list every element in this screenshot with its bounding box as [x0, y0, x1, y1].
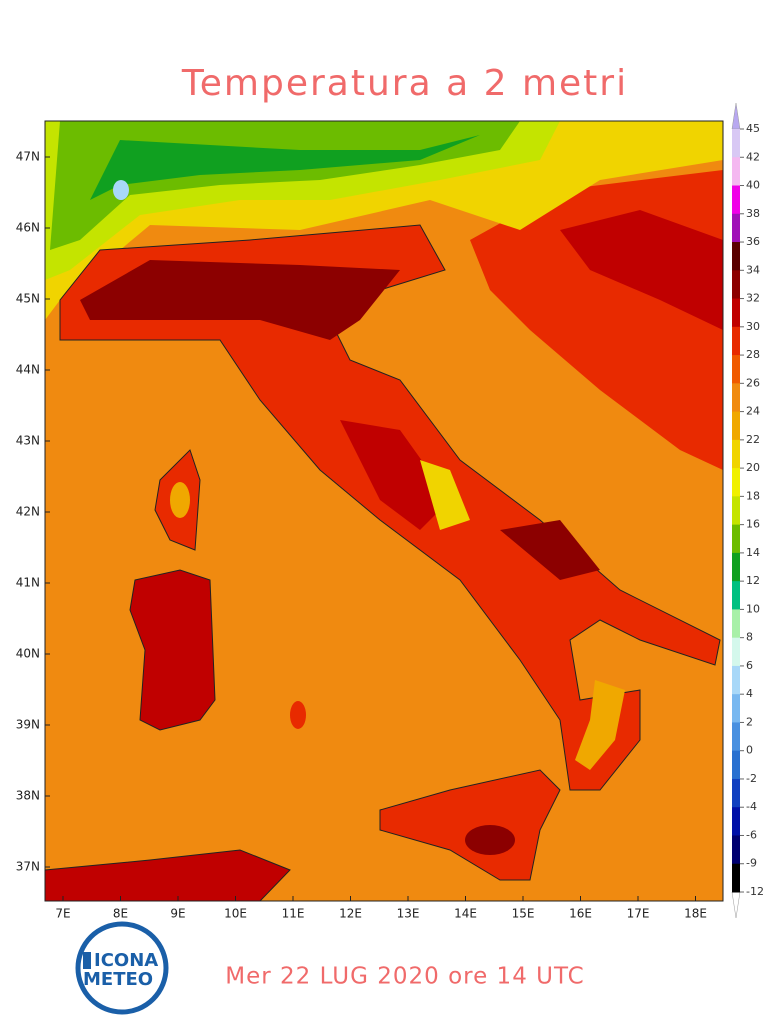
colorbar-label: 45 [746, 122, 760, 135]
colorbar-label: 34 [746, 263, 760, 276]
lon-label: 7E [55, 907, 70, 921]
color-band [732, 835, 740, 865]
colorbar-label: 20 [746, 461, 760, 474]
colorbar-label: 28 [746, 348, 760, 361]
color-band [732, 807, 740, 836]
lat-label: 44N [16, 363, 40, 377]
colorbar-label: 38 [746, 207, 760, 220]
colorbar-label: 2 [746, 715, 753, 728]
lon-label: 17E [627, 907, 650, 921]
color-band [732, 355, 740, 384]
colorbar-label: 12 [746, 574, 760, 587]
colorbar-label: 24 [746, 405, 760, 418]
color-band [732, 298, 740, 328]
logo-text: METEO [83, 969, 153, 990]
colorbar-label: 10 [746, 602, 760, 615]
colorbar-label: 8 [746, 631, 753, 644]
lon-label: 13E [397, 907, 420, 921]
color-band [732, 778, 740, 808]
color-band [732, 411, 740, 441]
colorbar-bottom [731, 891, 741, 919]
color-band [732, 496, 740, 526]
color-band [732, 552, 740, 582]
color-band [732, 863, 740, 893]
logo: ICONA METEO [75, 921, 169, 1015]
color-band [732, 326, 740, 356]
date-label: Mer 22 LUG 2020 ore 14 UTC [225, 964, 584, 990]
logo-box [83, 952, 91, 969]
lon-label: 16E [569, 907, 592, 921]
logo-ring [75, 921, 169, 1015]
color-band [732, 665, 740, 695]
lon-label: 8E [113, 907, 128, 921]
colorbar-label: 14 [746, 546, 760, 559]
color-band [732, 242, 740, 271]
colorbar-label: 0 [746, 744, 753, 757]
color-band [732, 129, 740, 158]
lon-label: 18E [684, 907, 707, 921]
color-band [732, 439, 740, 469]
colorbar-label: 30 [746, 320, 760, 333]
color-band [732, 185, 740, 215]
colorbar-label: -12 [746, 885, 764, 898]
lon-label: 12E [339, 907, 362, 921]
lon-label: 9E [170, 907, 185, 921]
colorbar-label: 26 [746, 376, 760, 389]
colorbar-label: -4 [746, 800, 757, 813]
color-band [732, 213, 740, 243]
colorbar-label: -9 [746, 857, 757, 870]
lat-label: 39N [16, 718, 40, 732]
colorbar-label: 36 [746, 235, 760, 248]
colorbar-label: 22 [746, 433, 760, 446]
lat-label: 45N [16, 292, 40, 306]
color-band [732, 383, 740, 413]
logo-text: ICONA [94, 950, 158, 971]
lat-label: 42N [16, 505, 40, 519]
colorbar-label: 32 [746, 292, 760, 305]
color-band [732, 722, 740, 752]
map-frame [44, 120, 724, 902]
lat-label: 46N [16, 221, 40, 235]
color-band [732, 637, 740, 667]
temperature-map [45, 121, 723, 901]
colorbar-label: 16 [746, 518, 760, 531]
colorbar-label: 4 [746, 687, 753, 700]
colorbar-top [731, 102, 741, 130]
lat-label: 43N [16, 434, 40, 448]
lat-label: 47N [16, 150, 40, 164]
lon-label: 14E [454, 907, 477, 921]
colorbar-label: -2 [746, 772, 757, 785]
colorbar-label: -6 [746, 828, 757, 841]
colorbar-label: 18 [746, 489, 760, 502]
lon-label: 15E [512, 907, 535, 921]
lat-label: 41N [16, 576, 40, 590]
color-band [732, 468, 740, 497]
colorbar-label: 6 [746, 659, 753, 672]
color-band [732, 157, 740, 187]
colorbar-label: 42 [746, 150, 760, 163]
colorbar-label: 40 [746, 179, 760, 192]
color-band [732, 524, 740, 554]
lon-label: 10E [224, 907, 247, 921]
color-band [732, 270, 740, 300]
title: Temperatura a 2 metri [181, 63, 628, 104]
color-band [732, 694, 740, 723]
lon-label: 11E [282, 907, 305, 921]
color-band [732, 581, 740, 610]
color-band [732, 750, 740, 780]
lat-label: 38N [16, 789, 40, 803]
lat-label: 37N [16, 860, 40, 874]
lat-label: 40N [16, 647, 40, 661]
color-band [732, 609, 740, 639]
